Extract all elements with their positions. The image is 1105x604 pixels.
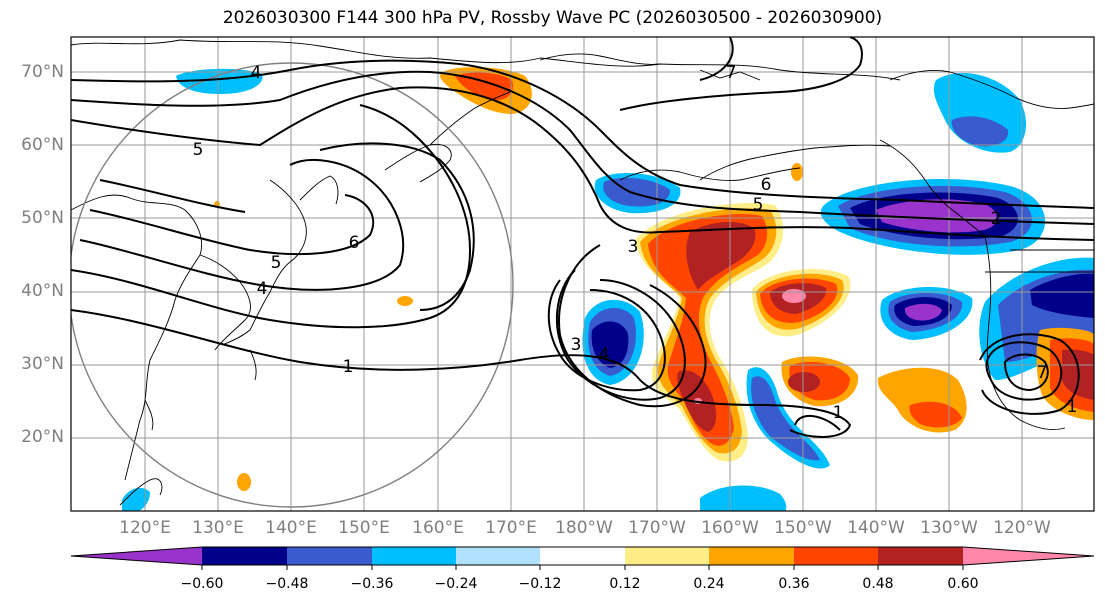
contour-label: 5 (193, 140, 204, 160)
lat-label: 70°N (21, 62, 64, 82)
lat-label: 20°N (21, 427, 64, 447)
map-background (71, 37, 1094, 511)
contour-label: 6 (761, 175, 772, 195)
colorbar-tick-label: −0.36 (350, 576, 394, 592)
colorbar-swatch (709, 547, 794, 565)
lon-label: 130°E (192, 518, 244, 538)
colorbar-swatch (202, 547, 287, 565)
colorbar-extend-low (71, 547, 202, 565)
gridlines (71, 37, 1094, 511)
lon-label: 160°E (412, 518, 464, 538)
contour-label: 7 (726, 63, 737, 83)
contour-label: 3 (628, 237, 639, 257)
contour-label: 2 (991, 209, 1002, 229)
pv-contours (71, 37, 1094, 438)
lon-label: 150°E (338, 518, 390, 538)
lon-label: 140°E (265, 518, 317, 538)
colorbar-tick-label: 0.60 (947, 576, 979, 592)
lat-label: 60°N (21, 135, 64, 155)
map-area (71, 37, 1094, 511)
chart-title: 2026030300 F144 300 hPa PV, Rossby Wave … (222, 8, 883, 28)
lon-label: 160°W (701, 518, 759, 538)
colorbar-tick-label: 0.48 (862, 576, 894, 592)
colorbar-swatch (372, 547, 456, 565)
colorbar-extend-high (963, 547, 1094, 565)
colorbar-swatch (794, 547, 878, 565)
lat-label: 40°N (21, 281, 64, 301)
colorbar-tick-label: −0.12 (518, 576, 562, 592)
range-circle (71, 62, 514, 508)
contour-label: 4 (599, 345, 610, 365)
lon-label: 150°W (774, 518, 832, 538)
contour-label: 1 (343, 357, 354, 377)
contour-label: 5 (753, 195, 764, 215)
contour-label: 1 (1067, 397, 1078, 417)
coastlines (71, 39, 1094, 506)
colorbar (70, 546, 1095, 570)
lat-label: 50°N (21, 208, 64, 228)
colorbar-swatch (878, 547, 963, 565)
colorbar-swatch (456, 547, 540, 565)
contour-label: 4 (251, 63, 262, 83)
contour-label: 5 (271, 253, 282, 273)
lon-label: 140°W (847, 518, 905, 538)
lon-label: 130°W (920, 518, 978, 538)
lon-label: 120°W (993, 518, 1051, 538)
colorbar-tick-label: 0.36 (778, 576, 810, 592)
colorbar-tick-label: −0.48 (265, 576, 309, 592)
contour-label: 4 (257, 279, 268, 299)
colorbar-tick-label: −0.60 (180, 576, 224, 592)
colorbar-swatch (625, 547, 709, 565)
colorbar-tick-label: 0.24 (693, 576, 725, 592)
contour-label: 6 (349, 233, 360, 253)
contour-label: 3 (571, 335, 582, 355)
contour-label: 7 (1037, 363, 1048, 383)
colorbar-tick-label: 0.12 (609, 576, 641, 592)
lat-label: 30°N (21, 354, 64, 374)
map-frame (70, 36, 1095, 512)
colorbar-swatch (287, 547, 372, 565)
contour-label: 1 (833, 403, 844, 423)
lon-label: 180°W (555, 518, 613, 538)
colorbar-swatch (540, 547, 625, 565)
lon-label: 170°E (485, 518, 537, 538)
contour-labels: 4 5 5 4 6 1 3 4 3 5 6 7 7 2 1 1 (193, 63, 1078, 423)
lon-label: 120°E (119, 518, 171, 538)
lon-label: 170°W (628, 518, 686, 538)
colorbar-tick-label: −0.24 (434, 576, 478, 592)
